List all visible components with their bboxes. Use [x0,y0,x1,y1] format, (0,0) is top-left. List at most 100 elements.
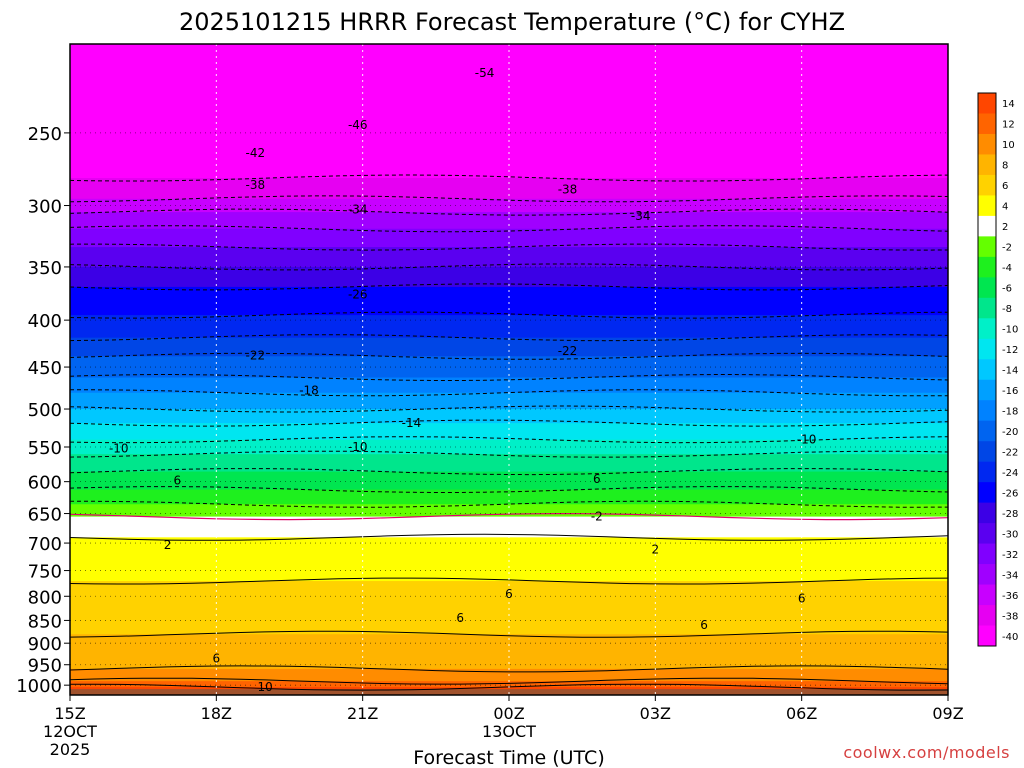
colorbar-label: -40 [1002,632,1018,643]
plot-area: -54-46-42-38 -38-34 -34-26-22 -22-18-14-10-… [69,43,949,696]
colorbar-label: 6 [1002,181,1008,192]
y-tick-label: 950 [28,656,62,677]
isotherm-label-text: 6 [173,473,181,487]
isotherm-label: -18 [299,383,319,397]
x-tick-label: 15Z [54,704,85,723]
y-tick-label: 500 [28,400,62,421]
colorbar-label: -10 [1002,325,1018,336]
temperature-band [70,537,948,582]
temperature-band [70,228,948,248]
colorbar-swatch [978,523,996,545]
isotherm-label: 6 [505,587,513,601]
temperature-band [70,489,948,505]
isotherm-line [69,174,949,182]
isotherm-label: -34 [631,209,651,223]
colorbar-label: -38 [1002,611,1018,622]
colorbar-label: -12 [1002,345,1018,356]
temperature-band [70,247,948,268]
colorbar-swatch [978,174,996,196]
isotherm-line [70,500,949,508]
isotherm-label: -10 [348,440,368,454]
colorbar-label: -34 [1002,570,1018,581]
isotherm-label: -26 [348,287,368,301]
isotherm-label: 6 [173,473,181,487]
y-tick-label: 850 [28,611,62,632]
isotherm-label: -22 [558,344,578,358]
isotherm-label: -22 [246,348,266,362]
y-tick-label: 750 [28,562,62,583]
isotherm-label: -10 [109,441,129,455]
isotherm-line [69,263,949,271]
colorbar-swatch [978,133,996,155]
isotherm-label-text: -34 [348,202,368,216]
colorbar-swatch [978,215,996,237]
isotherm-label-text: 2 [652,542,660,556]
colorbar-label: -20 [1002,427,1018,438]
colorbar-swatch [978,461,996,483]
colorbar-label: 8 [1002,161,1008,172]
temperature-band [70,266,948,288]
isotherm-label: -10 [797,433,817,447]
isotherm-label-text: -26 [348,287,368,301]
isotherm-label-text: -38 [558,182,578,196]
colorbar-swatch [978,564,996,586]
colorbar-label: -30 [1002,529,1018,540]
colorbar-label: 2 [1002,222,1008,233]
x-tick-label: 21Z [347,704,378,723]
isotherm-label-text: -42 [246,146,266,160]
colorbar-swatch [978,154,996,176]
isotherm-line [69,533,949,541]
isotherm-label: 6 [213,651,221,665]
temperature-band [70,423,948,441]
isotherm-line [69,208,949,216]
y-tick-label: 700 [28,534,62,555]
colorbar-label: -24 [1002,468,1018,479]
isotherm-label-text: -10 [109,441,129,455]
isotherm-label-text: -2 [591,510,603,524]
x-tick-label: 03Z [640,704,671,723]
y-tick-label: 650 [28,505,62,526]
colorbar-swatch [978,93,996,114]
colorbar-label: -2 [1002,243,1012,254]
y-tick-label: 900 [28,634,62,655]
isotherm-label-text: 6 [593,472,601,486]
colorbar-swatch [978,277,996,299]
source-watermark: coolwx.com/models [843,743,1010,762]
y-axis: 2503003504004505005506006507007508008509… [16,124,70,697]
colorbar-label: -36 [1002,591,1018,602]
temperature-band [70,392,948,410]
isotherm-label-text: -22 [246,348,266,362]
colorbar-swatch [978,297,996,319]
temperature-band [70,504,948,518]
colorbar-swatch [978,379,996,401]
isotherm-label: -34 [348,202,368,216]
isotherm-label-text: 6 [798,592,806,606]
isotherm-label-text: 6 [213,651,221,665]
temperature-band [70,377,948,394]
temperature-band [70,337,948,357]
isotherm-label: -14 [402,416,422,430]
colorbar-swatch [978,359,996,381]
isotherm-label-text: -14 [402,416,422,430]
isotherm-line [69,334,949,342]
colorbar-swatch [978,441,996,463]
x-tick-label: 18Z [201,704,232,723]
isotherm-label: -2 [591,510,603,524]
colorbar-swatch [978,195,996,217]
isotherm-label: 6 [456,611,464,625]
x-axis-label: Forecast Time (UTC) [413,747,604,768]
colorbar-swatch [978,420,996,442]
isotherm-label: 2 [164,538,172,552]
temperature-band [70,212,948,230]
colorbar-swatch [978,236,996,258]
temperature-band [70,471,948,491]
isotherm-line [69,225,949,233]
colorbar-swatch [978,318,996,340]
isotherm-label-text: -54 [475,66,495,80]
isotherm-line [69,677,949,685]
isotherm-label: -42 [246,146,266,160]
y-tick-label: 450 [28,358,62,379]
isotherm-label-text: 6 [456,611,464,625]
colorbar-label: -6 [1002,284,1012,295]
